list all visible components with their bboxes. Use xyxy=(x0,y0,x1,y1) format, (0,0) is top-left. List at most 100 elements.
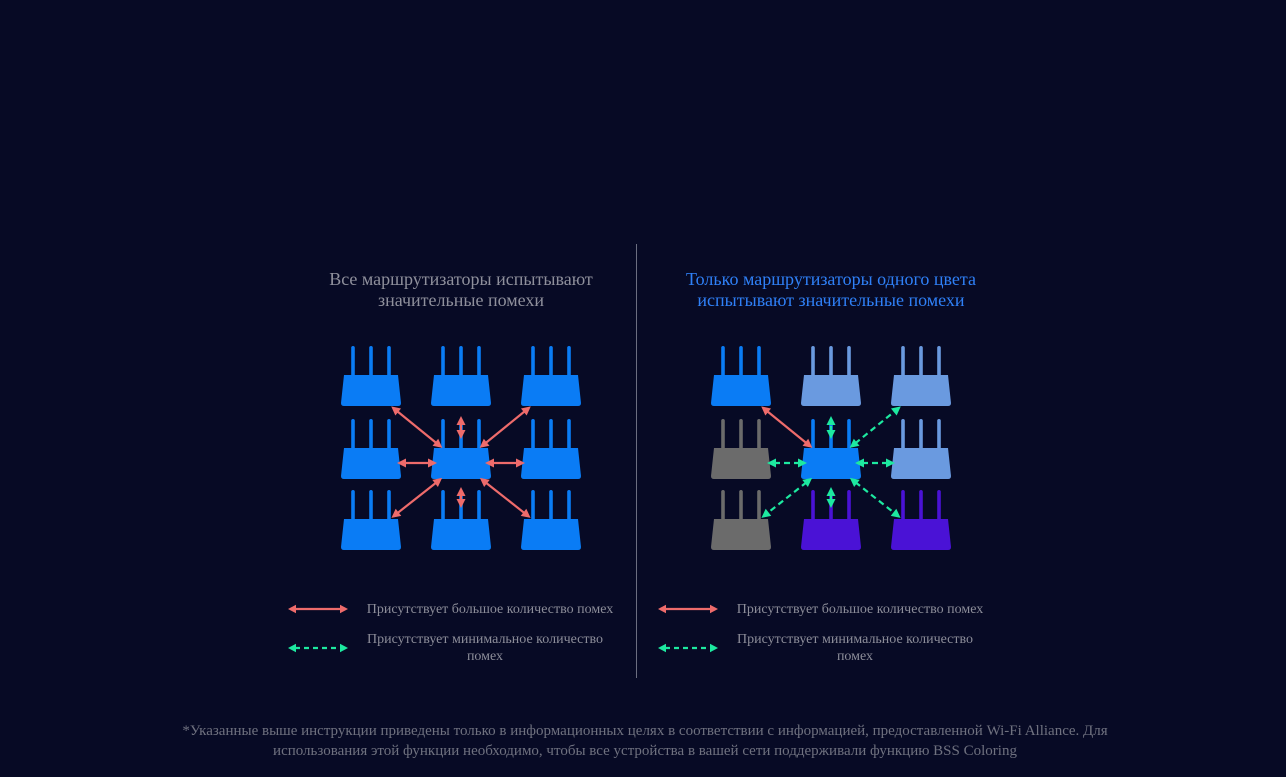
right-panel-title: Только маршрутизаторы одного цвета испыт… xyxy=(661,269,1001,311)
router-antenna xyxy=(721,490,725,522)
high-interference-arrow xyxy=(479,477,531,518)
router-antenna xyxy=(829,346,833,378)
router-antenna xyxy=(441,346,445,378)
right-panel-title-line1: Только маршрутизаторы одного цвета xyxy=(686,269,976,289)
router-body xyxy=(891,375,951,406)
router-antenna xyxy=(919,346,923,378)
router-antenna xyxy=(567,346,571,378)
router-antenna xyxy=(811,419,815,451)
solid-red-arrow-icon xyxy=(658,604,718,614)
left-router-diagram xyxy=(336,338,586,556)
footnote: *Указанные выше инструкции приведены тол… xyxy=(150,721,1140,761)
router-icon xyxy=(431,346,491,406)
arrowhead xyxy=(479,477,490,487)
router-antenna xyxy=(901,490,905,522)
arrowhead xyxy=(826,416,836,425)
solid-red-arrow-icon xyxy=(288,604,348,614)
left-legend-high: Присутствует большое количество помех xyxy=(286,593,630,625)
router-antenna xyxy=(387,419,391,451)
router-antenna xyxy=(739,490,743,522)
router-antenna xyxy=(549,490,553,522)
right-router-diagram xyxy=(706,338,956,556)
router-icon xyxy=(891,346,951,406)
router-antenna xyxy=(549,419,553,451)
arrowhead xyxy=(485,458,494,468)
arrowhead xyxy=(826,487,836,496)
router-antenna xyxy=(369,490,373,522)
right-diagram-svg xyxy=(711,346,951,550)
legend-high-label: Присутствует большое количество помех xyxy=(736,601,984,617)
router-icon xyxy=(801,346,861,406)
router-antenna xyxy=(721,419,725,451)
arrowhead xyxy=(849,477,860,487)
router-antenna xyxy=(459,346,463,378)
router-antenna xyxy=(441,490,445,522)
router-icon xyxy=(891,490,951,550)
router-antenna xyxy=(901,346,905,378)
high-interference-arrow xyxy=(397,458,437,468)
router-antenna xyxy=(757,419,761,451)
arrowhead xyxy=(456,430,466,439)
router-antenna xyxy=(847,490,851,522)
router-antenna xyxy=(757,346,761,378)
router-antenna xyxy=(531,346,535,378)
router-icon xyxy=(341,419,401,479)
arrowhead xyxy=(826,499,836,508)
left-panel-title-line2: значительные помехи xyxy=(377,290,545,310)
router-antenna xyxy=(721,346,725,378)
high-interference-arrow xyxy=(761,406,813,448)
dashed-green-arrow-icon xyxy=(288,643,348,653)
arrowhead xyxy=(456,416,466,425)
arrowhead xyxy=(802,477,813,487)
router-antenna xyxy=(739,346,743,378)
high-interference-arrow xyxy=(479,406,531,448)
router-antenna xyxy=(531,419,535,451)
router-body xyxy=(891,519,951,550)
router-antenna xyxy=(757,490,761,522)
router-body xyxy=(891,448,951,479)
router-body xyxy=(521,448,581,479)
router-body xyxy=(341,375,401,406)
arrowhead xyxy=(798,458,807,468)
router-body xyxy=(431,375,491,406)
router-antenna xyxy=(549,346,553,378)
left-panel-title-line1: Все маршрутизаторы испытывают xyxy=(329,269,593,289)
arrow-shaft xyxy=(484,409,527,445)
high-interference-arrow xyxy=(391,477,443,518)
arrowhead xyxy=(456,487,466,496)
low-interference-arrow xyxy=(849,406,901,448)
left-diagram-svg xyxy=(341,346,581,550)
low-interference-arrow xyxy=(826,416,836,439)
router-body xyxy=(431,448,491,479)
router-antenna xyxy=(387,490,391,522)
panel-divider xyxy=(636,244,637,678)
low-interference-arrow xyxy=(855,458,895,468)
router-antenna xyxy=(937,419,941,451)
router-antenna xyxy=(369,346,373,378)
router-icon xyxy=(341,490,401,550)
arrow-shaft xyxy=(854,409,897,445)
legend-high-label: Присутствует большое количество помех xyxy=(366,601,614,617)
arrow-shaft xyxy=(396,481,438,515)
low-interference-arrow xyxy=(849,477,901,518)
low-interference-arrow xyxy=(767,458,807,468)
low-interference-arrow xyxy=(761,477,813,518)
high-interference-arrow xyxy=(456,416,466,439)
arrowhead xyxy=(520,508,531,518)
left-panel-title: Все маршрутизаторы испытывают значительн… xyxy=(291,269,631,311)
router-antenna xyxy=(847,419,851,451)
right-legend-high: Присутствует большое количество помех xyxy=(656,593,1000,625)
arrowhead xyxy=(826,430,836,439)
router-antenna xyxy=(477,419,481,451)
router-body xyxy=(711,375,771,406)
dashed-green-arrow-icon xyxy=(658,643,718,653)
router-antenna xyxy=(441,419,445,451)
arrow-shaft xyxy=(766,481,808,515)
router-antenna xyxy=(351,419,355,451)
router-antenna xyxy=(901,419,905,451)
router-icon xyxy=(891,419,951,479)
arrowhead xyxy=(855,458,864,468)
arrowhead xyxy=(391,508,402,518)
router-antenna xyxy=(937,346,941,378)
